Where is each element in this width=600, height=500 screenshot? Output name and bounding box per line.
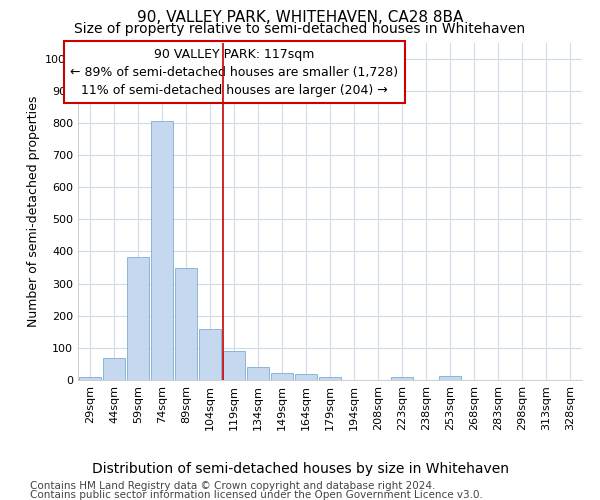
Bar — [247, 366, 269, 380]
Bar — [319, 377, 341, 380]
Bar — [295, 374, 317, 380]
Text: 90, VALLEY PARK, WHITEHAVEN, CA28 8BA: 90, VALLEY PARK, WHITEHAVEN, CA28 8BA — [137, 10, 463, 25]
Text: Contains public sector information licensed under the Open Government Licence v3: Contains public sector information licen… — [30, 490, 483, 500]
Bar — [223, 351, 245, 380]
Text: Size of property relative to semi-detached houses in Whitehaven: Size of property relative to semi-detach… — [74, 22, 526, 36]
Text: Contains HM Land Registry data © Crown copyright and database right 2024.: Contains HM Land Registry data © Crown c… — [30, 481, 436, 491]
Bar — [151, 121, 173, 380]
Bar — [391, 377, 413, 380]
Bar — [199, 328, 221, 380]
Y-axis label: Number of semi-detached properties: Number of semi-detached properties — [26, 96, 40, 327]
Text: 90 VALLEY PARK: 117sqm
← 89% of semi-detached houses are smaller (1,728)
11% of : 90 VALLEY PARK: 117sqm ← 89% of semi-det… — [70, 48, 398, 96]
Bar — [271, 373, 293, 380]
Bar — [79, 378, 101, 380]
Text: Distribution of semi-detached houses by size in Whitehaven: Distribution of semi-detached houses by … — [91, 462, 509, 476]
Bar — [127, 257, 149, 380]
Bar — [103, 358, 125, 380]
Bar — [175, 268, 197, 380]
Bar — [439, 376, 461, 380]
